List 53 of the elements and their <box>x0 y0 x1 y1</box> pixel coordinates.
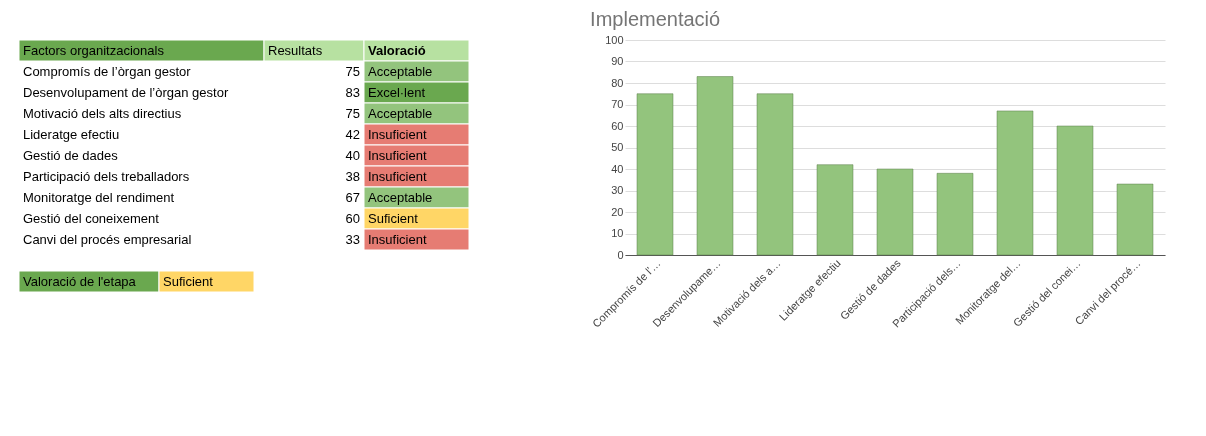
data-label: 67 <box>345 189 360 205</box>
text: Insuficient <box>368 147 427 163</box>
data-label: 75 <box>345 63 360 79</box>
y-tick-label: 10 <box>611 227 624 239</box>
y-tick-label: 90 <box>611 55 624 67</box>
data-label: 60 <box>345 210 360 226</box>
data-label: 42 <box>345 126 360 142</box>
text: Insuficient <box>368 168 427 184</box>
data-label: 40 <box>345 147 360 163</box>
data-label: 38 <box>345 168 360 184</box>
bar <box>696 76 734 256</box>
y-tick-label: 0 <box>617 248 624 261</box>
text: Acceptable <box>368 105 433 121</box>
text: Valoració de l'etapa <box>23 273 137 289</box>
bar <box>816 164 854 256</box>
bar <box>876 168 914 256</box>
y-tick-label: 100 <box>605 33 624 46</box>
category-label: Monitoratge del rendiment <box>23 189 175 205</box>
category-label: Gestió del coneixement <box>23 210 160 226</box>
y-tick-label: 30 <box>611 184 624 196</box>
category-label: Compromís de l’òrgan gestor <box>23 63 192 79</box>
y-tick-label: 70 <box>611 98 624 110</box>
text: Insuficient <box>368 231 427 247</box>
bar <box>996 110 1034 256</box>
y-tick-label: 50 <box>611 141 624 153</box>
category-label: Lideratge efectiu <box>23 126 120 142</box>
text: Factors organitzacionals <box>23 42 165 58</box>
y-tick-label: 80 <box>611 76 624 89</box>
text: Acceptable <box>368 63 433 79</box>
category-label: Motivació dels alts directius <box>23 105 182 121</box>
data-label: 33 <box>345 231 360 247</box>
y-tick-label: 20 <box>611 205 624 218</box>
text: Acceptable <box>368 189 433 205</box>
chart-title: Implementació <box>590 8 721 30</box>
data-label: 75 <box>345 105 360 121</box>
text: Suficient <box>368 210 419 226</box>
text: Insuficient <box>368 126 427 142</box>
bar <box>1116 183 1154 256</box>
text: Resultats <box>268 42 323 58</box>
bar <box>1056 125 1094 256</box>
y-tick-label: 60 <box>611 119 624 132</box>
category-label: Gestió de dades <box>23 147 119 163</box>
category-label: Desenvolupament de l’òrgan gestor <box>23 84 229 100</box>
text: Excel·lent <box>368 84 426 100</box>
text: Suficient <box>163 273 214 289</box>
text: Valoració <box>368 42 426 58</box>
y-tick-label: 40 <box>611 162 624 175</box>
bar <box>756 93 794 256</box>
category-label: Participació dels treballadors <box>23 168 190 184</box>
data-label: 83 <box>345 84 360 100</box>
bar <box>636 93 674 256</box>
bar <box>936 173 974 256</box>
category-label: Canvi del procés empresarial <box>23 231 192 247</box>
